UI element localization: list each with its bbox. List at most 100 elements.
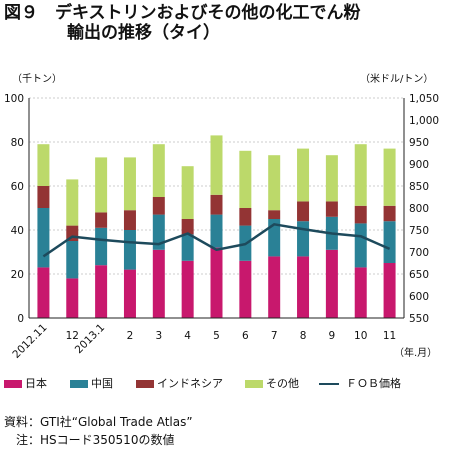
- y2-tick-label: 750: [409, 225, 429, 237]
- bar-segment: [239, 150, 252, 208]
- x-tick-label: 2: [127, 330, 134, 342]
- bar-segment: [239, 260, 252, 318]
- y2-tick-label: 1,000: [409, 115, 439, 127]
- bar-segment: [152, 197, 165, 215]
- y-tick-label: 80: [11, 137, 24, 149]
- bar-segment: [181, 260, 194, 318]
- x-tick-label: 8: [300, 330, 307, 342]
- legend-label: インドネシア: [157, 377, 223, 390]
- y2-tick-label: 700: [409, 247, 429, 259]
- legend-label: 日本: [25, 377, 47, 390]
- x-tick-label: 3: [155, 330, 162, 342]
- y2-tick-label: 650: [409, 269, 429, 281]
- bar-segment: [383, 148, 396, 206]
- y2-tick-label: 950: [409, 137, 429, 149]
- y-tick-label: 40: [11, 225, 24, 237]
- notes: 資料：GTI社“Global Trade Atlas” 注：HSコード35051…: [4, 413, 193, 449]
- bar-segment: [297, 221, 310, 257]
- title-line-2: 輸出の推移（タイ）: [67, 23, 220, 43]
- bar-segment: [297, 256, 310, 318]
- y-tick-label: 20: [11, 269, 24, 281]
- fob-price-line: [42, 223, 391, 258]
- bar-segment: [95, 212, 108, 228]
- legend-swatch: [70, 380, 88, 388]
- bar-segment: [297, 148, 310, 202]
- bar-segment: [210, 247, 223, 318]
- y2-tick-label: 800: [409, 203, 429, 215]
- bar-segment: [354, 144, 367, 206]
- y-tick-label: 0: [17, 313, 24, 325]
- bar-segment: [152, 249, 165, 318]
- x-tick-label: 10: [354, 330, 367, 342]
- x-tick-label: 2012.11: [10, 322, 49, 361]
- x-tick-label: 11: [383, 330, 396, 342]
- y2-tick-label: 1,050: [409, 93, 439, 105]
- bar-segment: [152, 144, 165, 197]
- bar-segment: [66, 278, 79, 318]
- x-tick-label: 7: [271, 330, 278, 342]
- bar-segment: [383, 221, 396, 263]
- y2-tick-label: 550: [409, 313, 429, 325]
- bar-segment: [325, 155, 338, 202]
- bar-segment: [268, 219, 281, 257]
- y-tick-label: 60: [11, 181, 24, 193]
- bar-segment: [239, 208, 252, 226]
- bar-segment: [181, 219, 194, 235]
- bar-segment: [37, 208, 50, 268]
- bar-segment: [325, 201, 338, 217]
- bar-segment: [123, 269, 136, 318]
- bar-segment: [383, 263, 396, 318]
- bar-segment: [354, 267, 367, 318]
- legend-label: 中国: [91, 377, 113, 390]
- x-tick-label: 12: [66, 330, 79, 342]
- y-tick-label: 100: [4, 93, 24, 105]
- chart-plot: 0 20 40 60 80 100 550 600 650 700 750 800 850 900 950 1…: [4, 93, 439, 361]
- x-axis-unit: （年.月）: [394, 348, 438, 359]
- title-line-1: 図９ デキストリンおよびその他の化工でん粉: [4, 3, 361, 23]
- bar-segment: [66, 179, 79, 226]
- bar-segment: [152, 214, 165, 250]
- bar-segment: [95, 227, 108, 266]
- x-tick-label: 5: [213, 330, 220, 342]
- bar-segment: [181, 234, 194, 261]
- bar-segment: [268, 155, 281, 211]
- y2-tick-label: 600: [409, 291, 429, 303]
- legend-swatch: [4, 380, 22, 388]
- source-note: 資料：GTI社“Global Trade Atlas”: [4, 415, 193, 429]
- bar-segment: [66, 241, 79, 279]
- bar-segment: [95, 157, 108, 213]
- right-axis-unit: （米ドル/トン）: [360, 74, 434, 85]
- y2-tick-label: 850: [409, 181, 429, 193]
- bar-segment: [95, 265, 108, 318]
- bar-segment: [354, 223, 367, 268]
- chart-legend: 日本 中国 インドネシア その他 ＦＯＢ価格: [4, 376, 450, 392]
- legend-swatch: [245, 380, 263, 388]
- y2-tick-label: 900: [409, 159, 429, 171]
- bar-segment: [123, 230, 136, 270]
- x-tick-label: 6: [242, 330, 249, 342]
- bar-segment: [325, 249, 338, 318]
- legend-swatch: [319, 383, 339, 385]
- bar-segment: [354, 205, 367, 224]
- legend-swatch: [136, 380, 154, 388]
- bar-segment: [268, 210, 281, 219]
- bar-segment: [37, 267, 50, 318]
- bar-segment: [37, 144, 50, 186]
- x-tick-label: 9: [329, 330, 336, 342]
- left-axis-unit: （千トン）: [12, 74, 62, 85]
- legend-label: ＦＯＢ価格: [346, 377, 401, 390]
- bar-segment: [268, 256, 281, 318]
- bar-segment: [210, 194, 223, 215]
- bar-segment: [297, 201, 310, 222]
- bar-segment: [123, 157, 136, 211]
- chart-title: 図９ デキストリンおよびその他の化工でん粉 輸出の推移（タイ）: [4, 3, 361, 43]
- hs-code-note: 注：HSコード350510の数値: [16, 433, 175, 447]
- bar-segment: [210, 214, 223, 248]
- bar-segment: [123, 210, 136, 230]
- bar-segment: [37, 186, 50, 208]
- bar-segment: [210, 135, 223, 195]
- legend-label: その他: [266, 377, 299, 390]
- bar-segment: [383, 205, 396, 222]
- bar-segment: [181, 166, 194, 219]
- x-tick-label: 4: [184, 330, 191, 342]
